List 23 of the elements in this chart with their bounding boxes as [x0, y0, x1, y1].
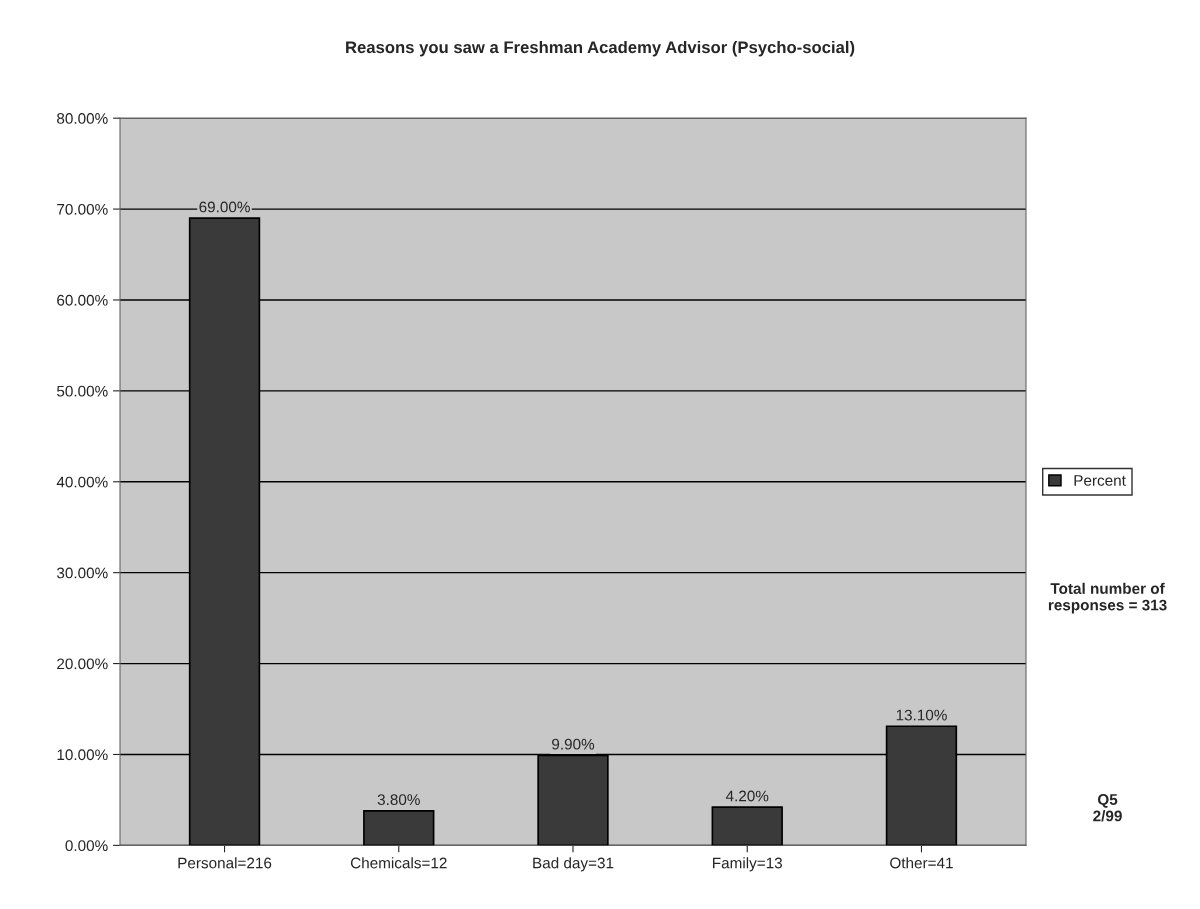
x-tick-label: Family=13	[713, 857, 783, 872]
x-tick-label: Other=41	[890, 857, 953, 869]
y-tick-label: 60.00%	[57, 294, 108, 306]
x-tick-label: Bad day=31	[533, 857, 614, 872]
x-tick-label: Chemicals=12	[350, 857, 447, 869]
data-label: 4.20%	[725, 790, 769, 802]
y-tick-label: 30.00%	[56, 567, 108, 579]
data-label: 3.80%	[377, 794, 420, 806]
legend-label: Percent	[1074, 475, 1126, 486]
data-label: 9.90%	[552, 738, 595, 750]
x-tick-label: Personal=216	[178, 857, 272, 869]
y-tick-label: 20.00%	[57, 658, 108, 670]
chart-title: Reasons you saw a Freshman Academy Advisor (Psycho-social)	[346, 40, 855, 57]
y-tick-label: 70.00%	[57, 203, 108, 215]
data-label: 13.10%	[896, 709, 947, 721]
data-label: 69.00%	[199, 201, 250, 213]
y-tick-label: 10.00%	[57, 749, 108, 761]
y-tick-label: 0.00%	[65, 840, 108, 852]
text: Q5 2/99	[1093, 794, 1122, 822]
y-tick-label: 80.00%	[57, 113, 108, 124]
text: Total number of responses = 313	[1048, 582, 1167, 614]
y-tick-label: 40.00%	[56, 476, 108, 488]
y-tick-label: 50.00%	[56, 385, 108, 397]
